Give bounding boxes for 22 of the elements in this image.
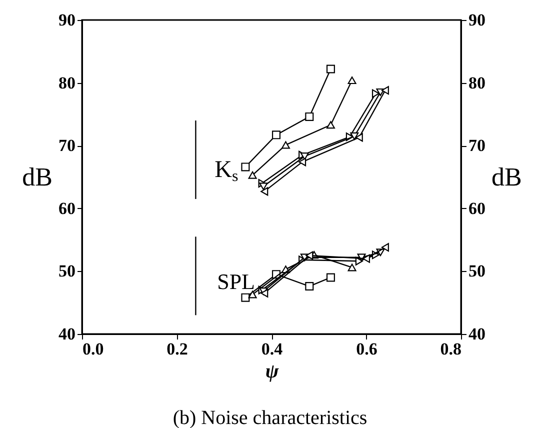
x-axis-title: ψ xyxy=(265,360,280,382)
y2-tick-label: 40 xyxy=(468,324,486,344)
y-tick-label: 80 xyxy=(58,73,76,92)
y-tick-label: 70 xyxy=(58,136,76,156)
y-tick-label: 40 xyxy=(58,324,76,344)
y2-tick-label: 50 xyxy=(468,262,486,281)
y-tick-label: 60 xyxy=(58,198,76,218)
y2-axis-title: dB xyxy=(492,162,522,192)
y-tick-label: 50 xyxy=(58,262,76,281)
annotation: SPL xyxy=(217,269,255,294)
y2-tick-label: 70 xyxy=(468,136,486,156)
y2-tick-label: 90 xyxy=(468,10,486,30)
text: (b) Noise characteristics xyxy=(172,407,368,428)
y2-tick-label: 80 xyxy=(468,73,486,92)
y2-tick-label: 60 xyxy=(468,198,486,218)
x-tick-label: 0.6 xyxy=(356,340,378,358)
x-tick-label: 0.8 xyxy=(440,340,462,358)
x-tick-label: 0.2 xyxy=(166,340,188,358)
y-axis-title: dB xyxy=(22,162,52,192)
y-tick-label: 90 xyxy=(58,10,76,30)
x-tick-label: 0.4 xyxy=(261,340,284,358)
x-tick-label: 0.0 xyxy=(82,340,104,358)
